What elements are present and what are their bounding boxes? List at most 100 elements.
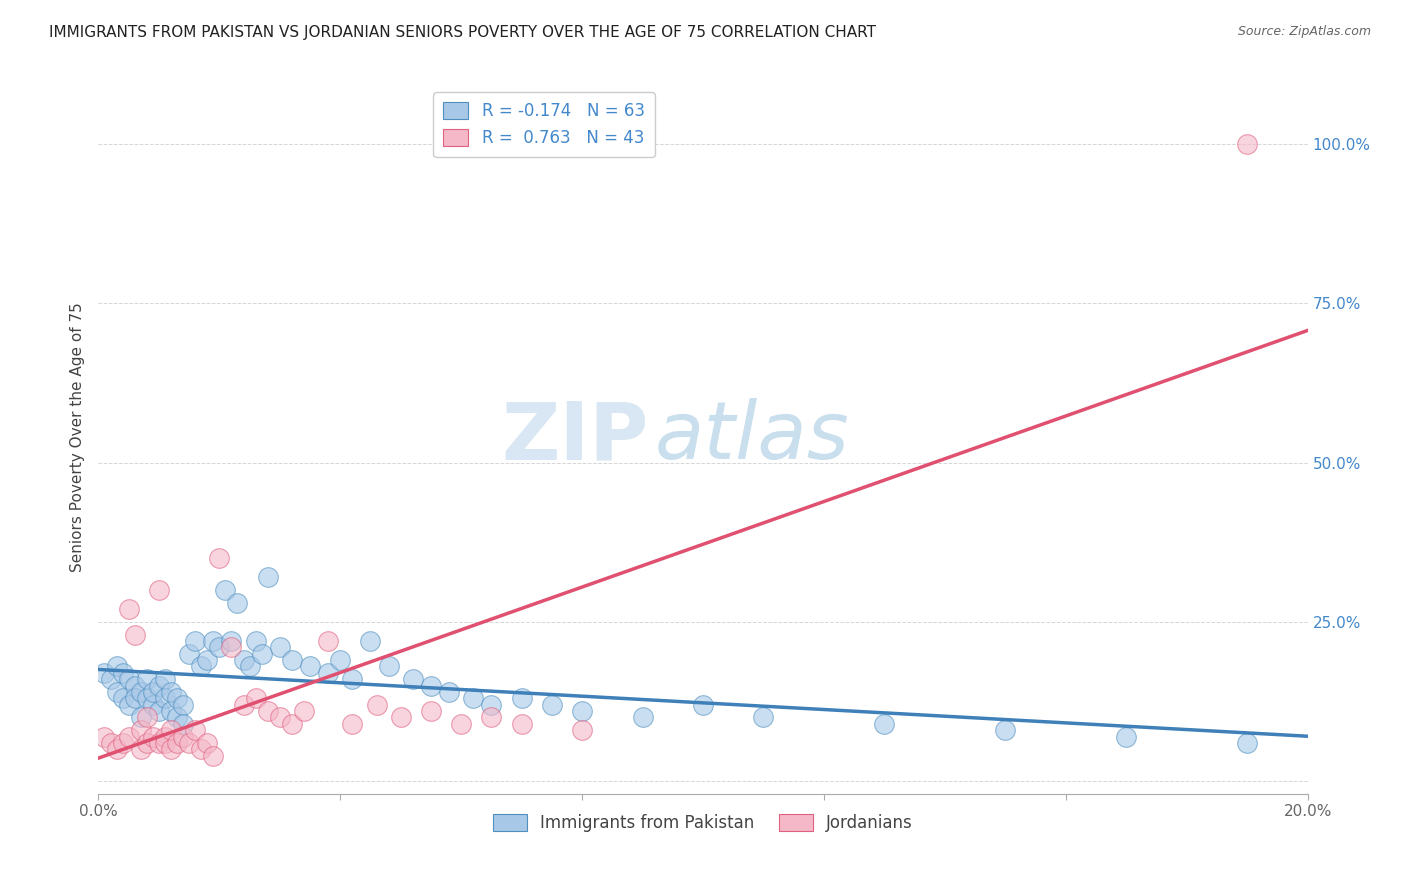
Point <box>481 698 503 712</box>
Point <box>329 653 352 667</box>
Point <box>166 691 188 706</box>
Point <box>994 723 1017 738</box>
Point <box>135 736 157 750</box>
Point <box>389 710 412 724</box>
Point <box>342 716 364 731</box>
Point <box>129 710 152 724</box>
Point <box>510 716 533 731</box>
Point <box>226 596 249 610</box>
Point <box>142 730 165 744</box>
Point <box>111 736 134 750</box>
Point <box>118 698 141 712</box>
Point <box>463 691 485 706</box>
Point <box>195 736 218 750</box>
Point <box>342 672 364 686</box>
Point <box>202 634 225 648</box>
Point <box>450 716 472 731</box>
Point <box>172 716 194 731</box>
Point <box>214 582 236 597</box>
Point <box>124 679 146 693</box>
Legend: Immigrants from Pakistan, Jordanians: Immigrants from Pakistan, Jordanians <box>486 807 920 839</box>
Point <box>232 698 254 712</box>
Point <box>316 665 339 680</box>
Point <box>93 665 115 680</box>
Point <box>184 634 207 648</box>
Point <box>195 653 218 667</box>
Point <box>1236 736 1258 750</box>
Y-axis label: Seniors Poverty Over the Age of 75: Seniors Poverty Over the Age of 75 <box>70 302 86 572</box>
Point <box>190 659 212 673</box>
Point <box>256 704 278 718</box>
Point <box>135 691 157 706</box>
Point <box>208 551 231 566</box>
Point <box>179 736 201 750</box>
Point <box>360 634 382 648</box>
Point <box>571 723 593 738</box>
Point <box>232 653 254 667</box>
Point <box>105 659 128 673</box>
Point <box>148 582 170 597</box>
Point <box>166 710 188 724</box>
Point <box>239 659 262 673</box>
Point <box>129 685 152 699</box>
Point <box>269 640 291 655</box>
Point <box>437 685 460 699</box>
Point <box>631 710 654 724</box>
Point <box>148 736 170 750</box>
Point <box>135 672 157 686</box>
Point <box>1236 136 1258 151</box>
Point <box>166 736 188 750</box>
Point <box>420 704 443 718</box>
Point <box>179 647 201 661</box>
Point <box>153 672 176 686</box>
Point <box>100 672 122 686</box>
Point <box>245 691 267 706</box>
Point <box>160 704 183 718</box>
Point <box>752 710 775 724</box>
Point <box>148 704 170 718</box>
Point <box>402 672 425 686</box>
Point <box>316 634 339 648</box>
Point <box>160 723 183 738</box>
Point <box>377 659 399 673</box>
Text: Source: ZipAtlas.com: Source: ZipAtlas.com <box>1237 25 1371 38</box>
Point <box>190 742 212 756</box>
Point <box>571 704 593 718</box>
Point <box>135 710 157 724</box>
Point <box>292 704 315 718</box>
Point <box>420 679 443 693</box>
Point <box>221 634 243 648</box>
Point <box>153 730 176 744</box>
Point <box>366 698 388 712</box>
Point <box>245 634 267 648</box>
Point <box>160 685 183 699</box>
Point <box>172 698 194 712</box>
Point <box>124 691 146 706</box>
Point <box>481 710 503 724</box>
Point <box>269 710 291 724</box>
Text: atlas: atlas <box>655 398 849 476</box>
Point <box>281 716 304 731</box>
Point <box>153 691 176 706</box>
Point <box>111 665 134 680</box>
Point <box>184 723 207 738</box>
Point <box>118 672 141 686</box>
Point <box>129 723 152 738</box>
Point <box>692 698 714 712</box>
Point <box>111 691 134 706</box>
Point <box>221 640 243 655</box>
Point <box>93 730 115 744</box>
Point <box>256 570 278 584</box>
Point <box>148 679 170 693</box>
Point <box>124 627 146 641</box>
Point <box>118 602 141 616</box>
Point <box>105 685 128 699</box>
Point <box>118 730 141 744</box>
Point <box>873 716 896 731</box>
Point <box>160 742 183 756</box>
Text: ZIP: ZIP <box>502 398 648 476</box>
Point <box>142 685 165 699</box>
Text: IMMIGRANTS FROM PAKISTAN VS JORDANIAN SENIORS POVERTY OVER THE AGE OF 75 CORRELA: IMMIGRANTS FROM PAKISTAN VS JORDANIAN SE… <box>49 25 876 40</box>
Point <box>1115 730 1137 744</box>
Point <box>129 742 152 756</box>
